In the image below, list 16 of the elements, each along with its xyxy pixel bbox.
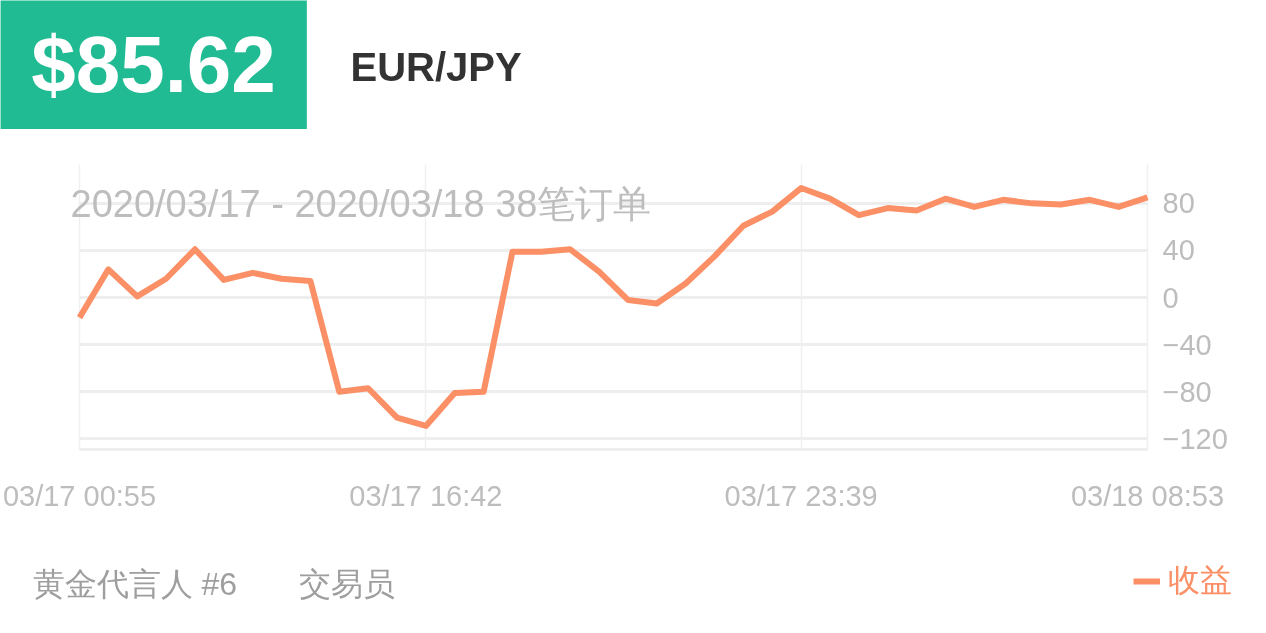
x-tick-label: 03/17 23:39 xyxy=(724,479,878,512)
legend-label: 收益 xyxy=(1168,561,1232,600)
x-tick-label: 03/17 16:42 xyxy=(349,479,503,512)
text: 黄金代言人 #6 xyxy=(32,565,237,602)
y-tick-label: 80 xyxy=(1162,187,1195,220)
text: $85.62 xyxy=(31,20,276,109)
text: 交易员 xyxy=(298,565,395,602)
text: 2020/03/17 - 2020/03/18 38笔订单 xyxy=(70,182,652,225)
y-tick-label: 0 xyxy=(1162,281,1179,314)
chart-title: EUR/JPY xyxy=(350,44,522,89)
y-tick-label: −120 xyxy=(1162,422,1228,455)
y-tick-label: −80 xyxy=(1162,375,1212,408)
x-tick-label: 03/17 00:55 xyxy=(2,479,157,512)
y-tick-label: −40 xyxy=(1162,328,1212,361)
y-tick-label: 40 xyxy=(1162,234,1195,267)
x-tick-label: 03/18 08:53 xyxy=(1070,479,1225,512)
